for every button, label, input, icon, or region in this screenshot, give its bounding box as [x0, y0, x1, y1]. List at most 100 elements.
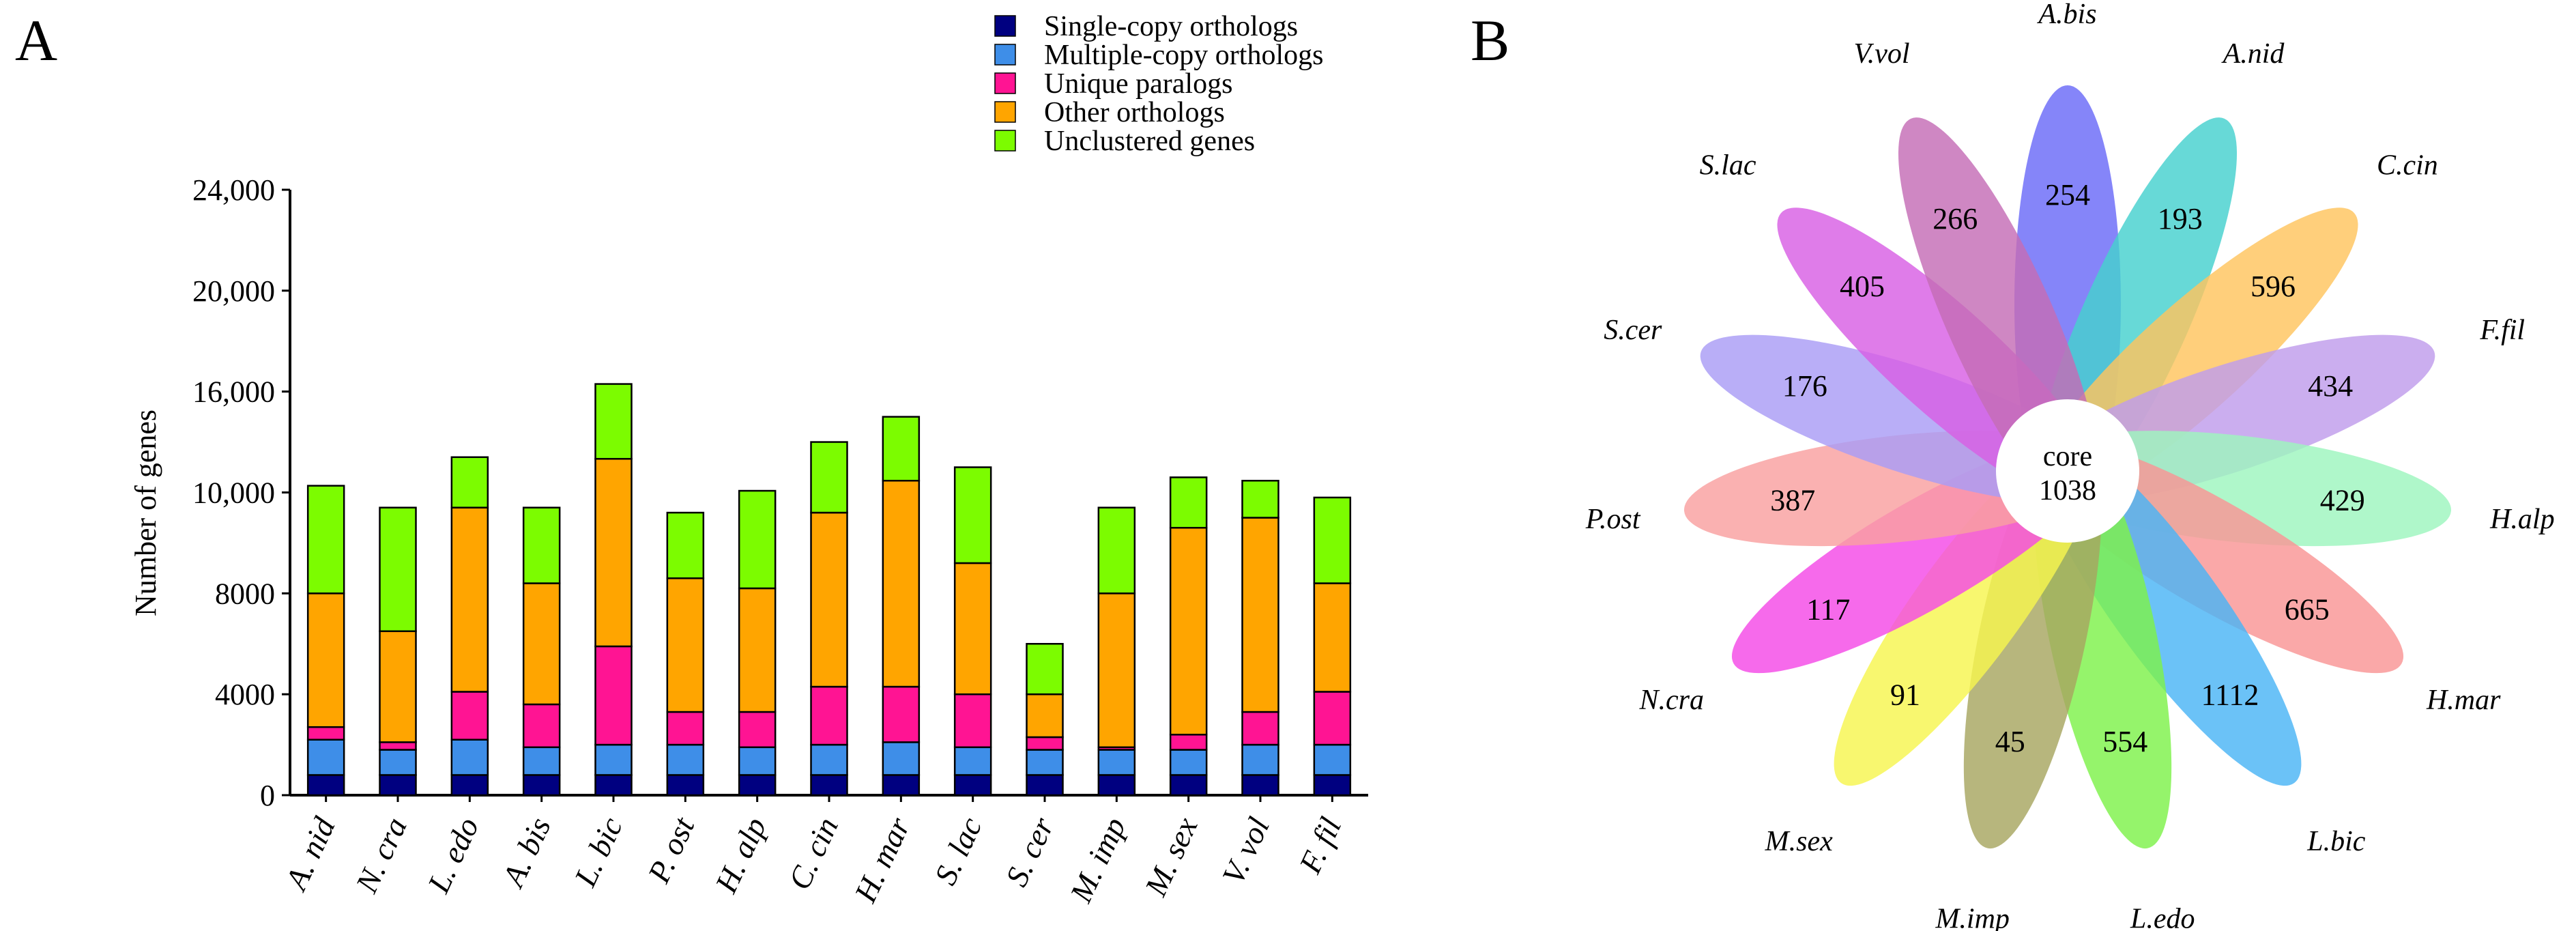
flower-venn-diagram: 254 A.bis 193 A.nid 596 C.cin 434 F.fil 429 H.alp… — [1585, 0, 2555, 931]
y-tick-label: 20,000 — [192, 274, 275, 308]
bar-segment-2 — [1169, 749, 1208, 776]
x-category-label: M. sex — [1138, 812, 1204, 902]
bar-segment-1 — [450, 774, 489, 797]
bar-segment-5 — [1169, 476, 1208, 529]
x-category-label: L. bic — [567, 812, 629, 892]
core-circle — [1996, 399, 2139, 543]
x-category-label: N. cra — [349, 812, 414, 899]
petal-value: 117 — [1806, 593, 1850, 627]
petal-name-label: C.cin — [2377, 150, 2438, 182]
petal-value: 176 — [1782, 369, 1827, 403]
core-label: core — [2043, 441, 2092, 472]
bar-segment-2 — [882, 741, 921, 776]
petal-value: 429 — [2320, 483, 2365, 517]
x-category-label: A. bis — [495, 812, 558, 893]
bar-segment-3 — [810, 685, 848, 746]
bar-segment-2 — [594, 743, 633, 776]
petal-value: 665 — [2285, 593, 2330, 627]
x-category-label: P. ost — [641, 812, 701, 889]
bar-segment-4 — [1097, 592, 1136, 749]
y-axis-label: Number of genes — [129, 410, 162, 616]
petal-value: 554 — [2102, 725, 2147, 758]
bar-segment-4 — [522, 582, 561, 706]
legend-label: Other orthologs — [1044, 97, 1225, 128]
y-tick-label: 16,000 — [192, 375, 275, 409]
petal-value: 193 — [2158, 202, 2203, 235]
petal-value: 596 — [2251, 270, 2296, 303]
petal-name-label: L.bic — [2306, 826, 2366, 857]
petal-name-label: N.cra — [1639, 685, 1705, 716]
bar-segment-4 — [953, 562, 992, 696]
petal-name-label: A.bis — [2036, 0, 2096, 30]
bar-segment-5 — [1241, 480, 1279, 519]
bar-segment-4 — [810, 511, 848, 688]
bar-segment-3 — [1026, 736, 1064, 751]
bar-segment-3 — [594, 645, 633, 746]
bar-segment-1 — [666, 774, 705, 797]
petal-name-label: F.fil — [2479, 315, 2525, 346]
petal-name-label: H.alp — [2489, 504, 2555, 535]
y-tick-label: 4000 — [215, 678, 275, 711]
bar-segment-3 — [450, 691, 489, 741]
y-tick-label: 24,000 — [192, 173, 275, 207]
panel-a-letter: A — [15, 8, 57, 73]
y-tick-label: 0 — [260, 779, 275, 812]
petal-name-label: L.edo — [2130, 903, 2195, 931]
petal-value: 434 — [2308, 369, 2353, 403]
bar-segment-1 — [1169, 774, 1208, 797]
bar-segment-1 — [522, 774, 561, 797]
legend-swatch — [994, 101, 1016, 123]
x-category-label: L. edo — [420, 812, 485, 899]
bar-segment-5 — [1097, 506, 1136, 595]
bar-segment-3 — [379, 741, 417, 751]
bar-segment-1 — [738, 774, 777, 797]
x-category-label: M. imp — [1063, 812, 1133, 908]
bar-segment-1 — [306, 774, 345, 797]
legend-label: Single-copy orthologs — [1044, 11, 1298, 42]
x-category-label: F. fil — [1292, 812, 1348, 879]
core-value: 1038 — [2039, 475, 2096, 506]
petal-value: 405 — [1840, 270, 1885, 303]
x-category-label: V. vol — [1215, 812, 1276, 889]
petal-name-label: M.sex — [1765, 826, 1833, 857]
panel-b-letter: B — [1471, 8, 1509, 73]
petal-name-label: S.cer — [1604, 315, 1662, 346]
petal-value: 91 — [1890, 678, 1920, 712]
petal-value: 1112 — [2201, 678, 2259, 712]
bar-segment-2 — [810, 743, 848, 776]
bar-segment-4 — [450, 506, 489, 693]
bar-segment-1 — [1097, 774, 1136, 797]
bar-segment-4 — [1169, 526, 1208, 736]
y-tick-label: 10,000 — [192, 476, 275, 510]
bar-segment-5 — [1026, 643, 1064, 696]
x-category-label: H. alp — [708, 812, 772, 899]
bar-segment-1 — [810, 774, 848, 797]
bar-segment-3 — [306, 726, 345, 741]
x-category-label: S. cer — [999, 812, 1061, 891]
bar-segment-1 — [1026, 774, 1064, 797]
legend-label: Unclustered genes — [1044, 126, 1255, 157]
petal-value: 387 — [1770, 483, 1815, 517]
bar-segment-4 — [306, 592, 345, 728]
petal-value: 254 — [2045, 178, 2090, 212]
bar-segment-4 — [1241, 517, 1279, 713]
bar-segment-1 — [882, 774, 921, 797]
x-category-label: S. lac — [927, 812, 988, 890]
petal-name-label: H.mar — [2426, 685, 2501, 716]
bar-segment-2 — [450, 739, 489, 776]
legend-swatch — [994, 130, 1016, 152]
petal-name-label: P.ost — [1585, 504, 1641, 535]
bar-segment-1 — [1241, 774, 1279, 797]
stacked-bar-chart: 0 4000 8000 10,000 16,000 20,000 24,000 Number … — [129, 173, 1368, 908]
bar-segment-1 — [953, 774, 992, 797]
bar-segment-4 — [1026, 693, 1064, 739]
legend-swatch — [994, 15, 1016, 37]
petal-value: 45 — [1995, 725, 2025, 758]
bar-segment-4 — [666, 577, 705, 713]
bar-segment-3 — [1169, 734, 1208, 751]
bar-segment-5 — [450, 456, 489, 509]
bar-segment-2 — [522, 746, 561, 776]
bar-segment-5 — [594, 383, 633, 460]
legend-swatch — [994, 72, 1016, 94]
